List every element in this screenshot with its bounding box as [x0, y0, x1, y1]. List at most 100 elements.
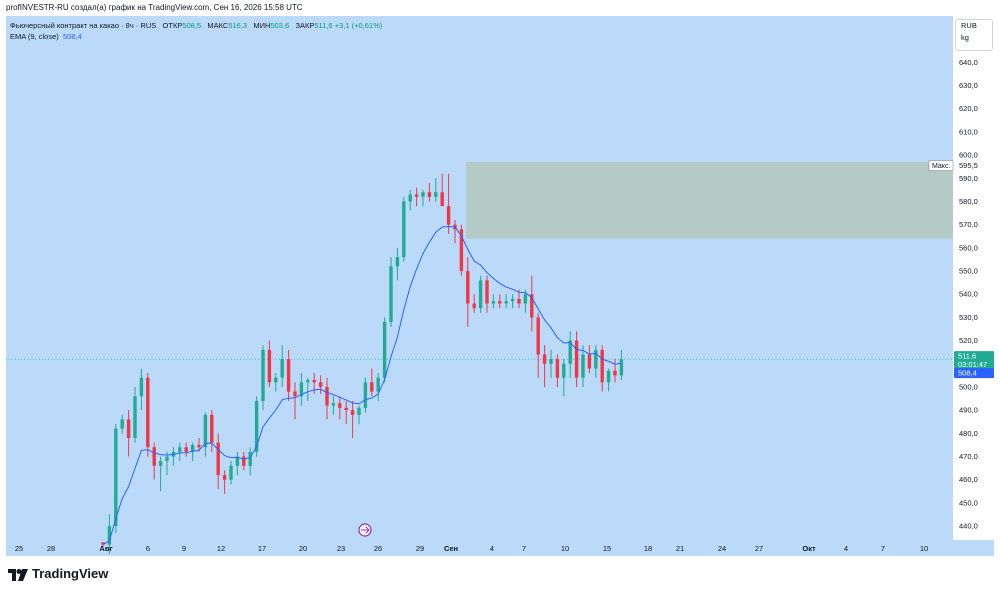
candle[interactable]: [146, 373, 150, 457]
candle[interactable]: [306, 377, 310, 401]
candle[interactable]: [472, 294, 476, 313]
candle[interactable]: [574, 331, 579, 387]
candle[interactable]: [542, 345, 547, 387]
candle[interactable]: [357, 405, 361, 425]
candle[interactable]: [376, 373, 380, 401]
candle-body: [581, 354, 585, 378]
candle[interactable]: [350, 400, 355, 438]
candle[interactable]: [459, 224, 464, 276]
candle[interactable]: [434, 178, 438, 202]
candle[interactable]: [203, 412, 208, 457]
candle[interactable]: [133, 386, 137, 443]
candle[interactable]: [389, 257, 393, 327]
candle[interactable]: [274, 373, 278, 392]
candle[interactable]: [120, 414, 124, 434]
candle[interactable]: [229, 461, 233, 485]
candle[interactable]: [619, 349, 624, 381]
candle[interactable]: [344, 400, 348, 425]
candle[interactable]: [331, 396, 336, 415]
candle[interactable]: [242, 451, 246, 471]
candle[interactable]: [197, 437, 201, 452]
candle[interactable]: [491, 294, 496, 309]
candle[interactable]: [587, 345, 592, 374]
candle[interactable]: [165, 451, 169, 476]
candle[interactable]: [318, 375, 323, 394]
candle[interactable]: [210, 410, 214, 452]
candle[interactable]: [293, 382, 297, 420]
chart-legend: Фьючерсный контракт на какао · 8ч · RUS …: [10, 20, 382, 42]
candle[interactable]: [312, 373, 316, 394]
event-marker-icon[interactable]: [358, 523, 372, 537]
candle-body: [267, 349, 272, 383]
candle[interactable]: [581, 345, 585, 387]
candle[interactable]: [536, 312, 540, 378]
candle[interactable]: [440, 173, 444, 207]
candle[interactable]: [286, 349, 291, 401]
candle[interactable]: [222, 470, 227, 494]
supply-zone[interactable]: [466, 162, 953, 239]
candle[interactable]: [235, 451, 240, 476]
candle[interactable]: [510, 294, 515, 309]
candle[interactable]: [613, 359, 617, 383]
candle[interactable]: [402, 196, 406, 262]
chart-area[interactable]: [6, 16, 953, 540]
candle[interactable]: [280, 345, 284, 387]
candle[interactable]: [216, 433, 220, 489]
candle[interactable]: [158, 456, 163, 492]
price-axis[interactable]: [953, 16, 994, 540]
time-axis[interactable]: [6, 540, 994, 556]
candle[interactable]: [421, 189, 425, 207]
candle[interactable]: [139, 368, 144, 411]
unit-selector[interactable]: RUB kg: [955, 19, 993, 51]
candle[interactable]: [126, 410, 131, 457]
candle[interactable]: [549, 349, 553, 378]
candle[interactable]: [152, 442, 156, 480]
candle[interactable]: [498, 294, 502, 309]
candle[interactable]: [382, 317, 387, 383]
candle[interactable]: [530, 275, 534, 332]
candle[interactable]: [101, 542, 105, 547]
candle[interactable]: [555, 354, 560, 387]
candle[interactable]: [485, 275, 489, 313]
candle[interactable]: [261, 345, 265, 411]
tradingview-logo[interactable]: TradingView: [8, 566, 108, 581]
candle[interactable]: [606, 368, 611, 392]
candle[interactable]: [523, 289, 528, 313]
candle[interactable]: [178, 442, 182, 462]
candle[interactable]: [267, 340, 272, 387]
ema-line[interactable]: [102, 225, 622, 546]
candle[interactable]: [408, 189, 412, 211]
time-tick-label: 27: [755, 544, 763, 553]
candle[interactable]: [248, 447, 252, 476]
time-tick-label: 10: [561, 544, 569, 553]
time-tick-label: 25: [15, 544, 23, 553]
candle[interactable]: [453, 220, 457, 244]
candle[interactable]: [338, 396, 342, 420]
candle[interactable]: [184, 442, 188, 457]
candle[interactable]: [562, 359, 566, 397]
candle[interactable]: [325, 377, 329, 420]
candle[interactable]: [370, 368, 374, 397]
candle[interactable]: [504, 294, 508, 309]
candle-body: [126, 419, 131, 438]
brand-name: TradingView: [32, 566, 109, 581]
price-tick-label: 490,0: [959, 406, 978, 415]
candle[interactable]: [466, 257, 470, 327]
candle[interactable]: [107, 514, 112, 554]
price-tick-label: 480,0: [959, 429, 978, 438]
candle[interactable]: [395, 247, 400, 281]
candle[interactable]: [446, 173, 451, 234]
candle[interactable]: [600, 345, 604, 392]
candle[interactable]: [299, 373, 304, 406]
candle[interactable]: [414, 187, 419, 207]
candle[interactable]: [478, 275, 483, 313]
candle[interactable]: [427, 182, 432, 202]
candle[interactable]: [171, 447, 176, 466]
candle[interactable]: [114, 424, 118, 534]
candle[interactable]: [190, 442, 195, 462]
chart-credit: profINVESTR-RU создал(а) график на Tradi…: [6, 3, 303, 12]
candle[interactable]: [363, 377, 368, 413]
candle[interactable]: [594, 345, 598, 378]
candle[interactable]: [568, 331, 572, 378]
